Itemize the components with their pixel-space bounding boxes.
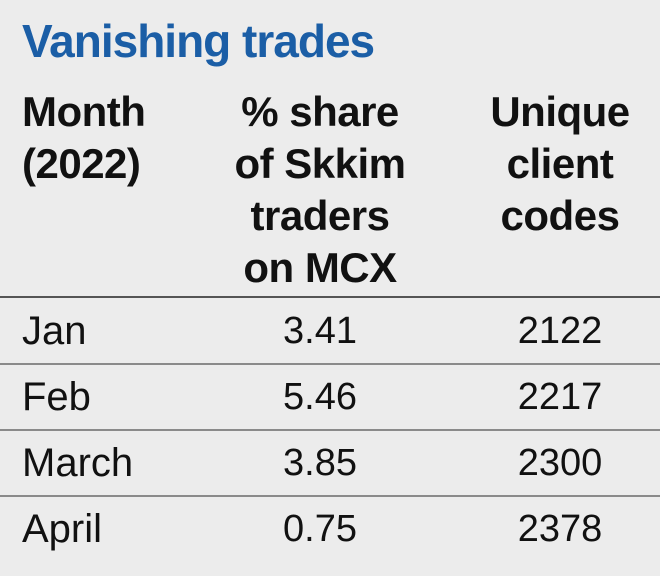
- title: Vanishing trades: [22, 15, 375, 67]
- table-row: March 3.85 2300: [0, 430, 660, 496]
- header-line: Unique: [490, 88, 630, 135]
- row-rule: [0, 495, 660, 497]
- table-row: Feb 5.46 2217: [0, 364, 660, 430]
- header-cell: Unique client codes: [460, 86, 660, 242]
- header-line: codes: [500, 192, 620, 239]
- header-line: of Skkim: [234, 140, 406, 187]
- header-line: on MCX: [243, 244, 397, 291]
- table-cell: 2378: [517, 508, 603, 550]
- header-cell: Month (2022): [22, 86, 146, 190]
- table-cell: 3.41: [283, 310, 357, 352]
- row-rule: [0, 363, 660, 365]
- header-line: (2022): [22, 140, 141, 187]
- table-cell: Jan: [22, 309, 87, 353]
- header-line: Month: [22, 88, 146, 135]
- table-cell: 2217: [517, 376, 603, 418]
- header-line: client: [506, 140, 614, 187]
- header-line: traders: [250, 192, 390, 239]
- table-cell: 2122: [517, 310, 603, 352]
- table-cell: 0.75: [283, 508, 357, 550]
- table-cell: March: [22, 441, 134, 485]
- table-cell: Feb: [22, 375, 91, 419]
- header-line: % share: [241, 88, 399, 135]
- table-cell: 2300: [517, 442, 603, 484]
- header-cell: % share of Skkim traders on MCX: [200, 86, 440, 294]
- table-row: Jan 3.41 2122: [0, 298, 660, 364]
- row-rule: [0, 429, 660, 431]
- table-cell: April: [22, 507, 103, 551]
- table-cell: 5.46: [283, 376, 357, 418]
- header-rule: [0, 296, 660, 298]
- table-row: April 0.75 2378: [0, 496, 660, 562]
- table-cell: 3.85: [283, 442, 357, 484]
